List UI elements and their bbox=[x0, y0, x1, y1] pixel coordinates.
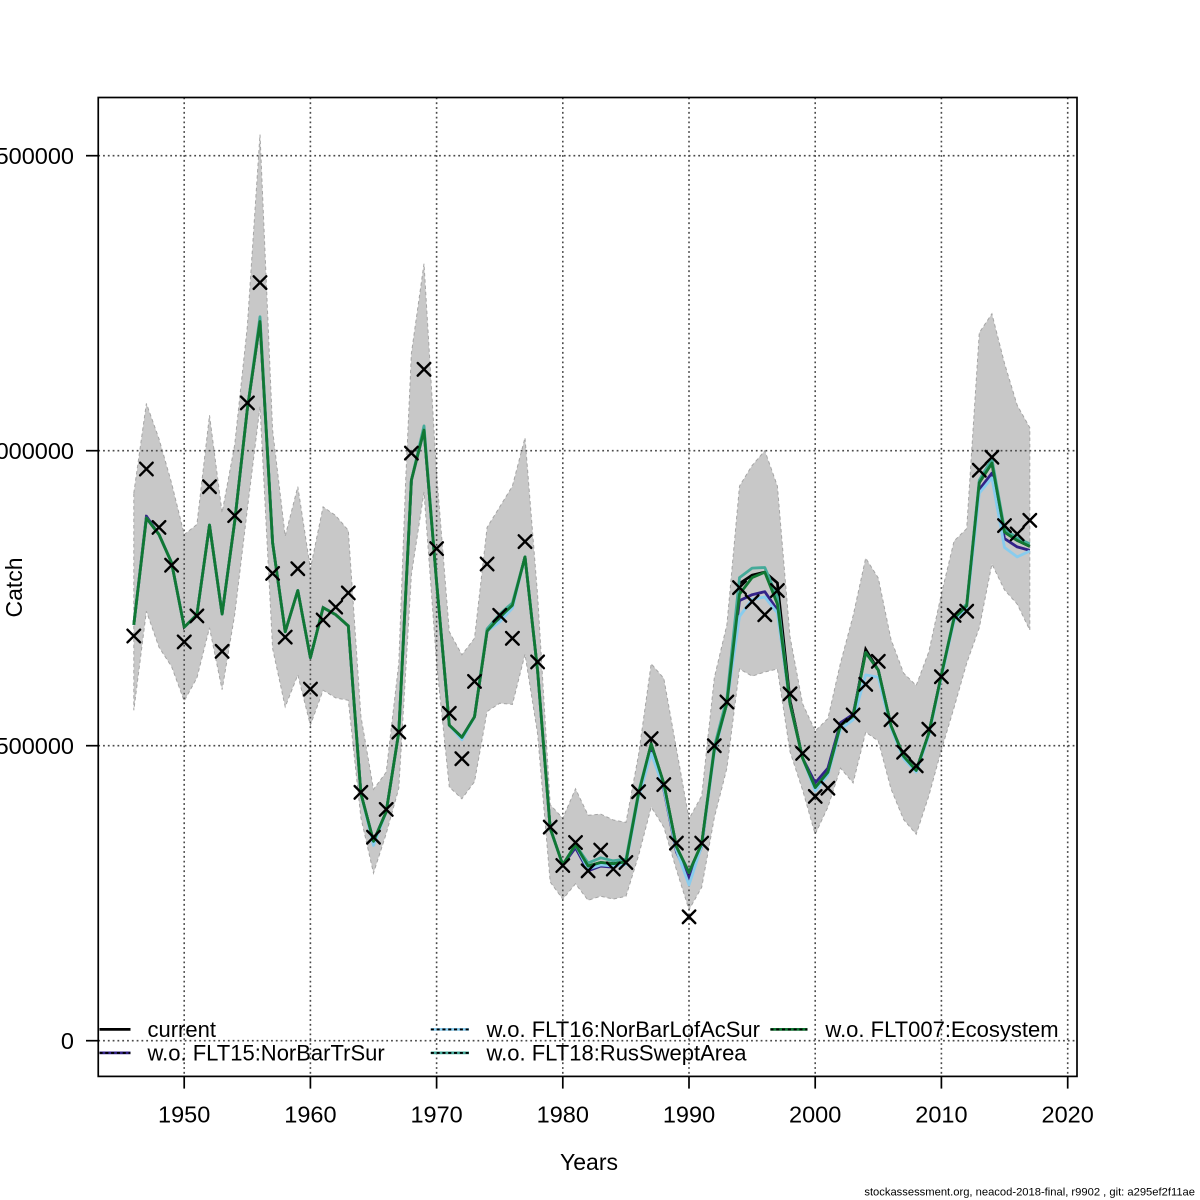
svg-text:1980: 1980 bbox=[537, 1102, 589, 1128]
svg-text:1970: 1970 bbox=[410, 1102, 462, 1128]
svg-text:1950: 1950 bbox=[158, 1102, 210, 1128]
svg-text:Catch: Catch bbox=[1, 557, 27, 617]
svg-text:current: current bbox=[148, 1017, 216, 1042]
svg-text:w.o. FLT16:NorBarLofAcSur: w.o. FLT16:NorBarLofAcSur bbox=[486, 1017, 761, 1042]
svg-text:Years: Years bbox=[560, 1149, 618, 1175]
svg-text:w.o. FLT15:NorBarTrSur: w.o. FLT15:NorBarTrSur bbox=[147, 1040, 385, 1065]
svg-text:1500000: 1500000 bbox=[0, 143, 74, 169]
svg-text:1000000: 1000000 bbox=[0, 438, 74, 464]
svg-text:stockassessment.org, neacod-20: stockassessment.org, neacod-2018-final, … bbox=[864, 1187, 1195, 1199]
svg-text:w.o. FLT18:RusSweptArea: w.o. FLT18:RusSweptArea bbox=[486, 1040, 748, 1065]
svg-text:0: 0 bbox=[61, 1028, 74, 1054]
svg-text:w.o. FLT007:Ecosystem: w.o. FLT007:Ecosystem bbox=[824, 1017, 1058, 1042]
svg-text:2020: 2020 bbox=[1042, 1102, 1094, 1128]
svg-text:1990: 1990 bbox=[663, 1102, 715, 1128]
svg-text:1960: 1960 bbox=[284, 1102, 336, 1128]
svg-text:2010: 2010 bbox=[915, 1102, 967, 1128]
svg-text:500000: 500000 bbox=[0, 733, 74, 759]
svg-text:2000: 2000 bbox=[789, 1102, 841, 1128]
